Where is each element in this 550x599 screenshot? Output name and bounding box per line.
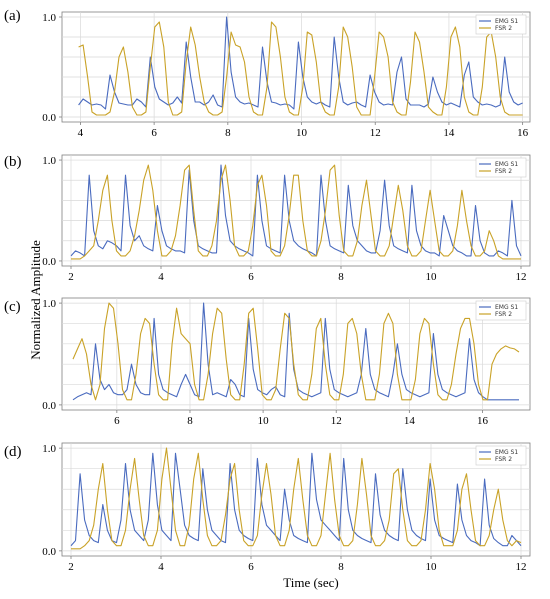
panel-b-series-emg-s1 [70,164,522,257]
panel-d-xtick-label: 6 [248,561,254,573]
panel-a-series-fsr-2 [78,21,523,116]
panel-d-legend-box [475,445,527,466]
panel-a-legend-box [475,14,527,35]
panel-a-legend-label-fsr-2: FSR 2 [495,25,512,32]
panel-a-xtick-label: 4 [78,127,84,139]
panel-d-ytick-label: 1.0 [42,443,56,455]
panel-d-xtick-label: 10 [426,561,438,573]
panel-b-xtick-label: 12 [516,271,527,283]
panel-b-plot-area [61,154,531,267]
panel-c-legend-label-emg-s1: EMG S1 [495,304,518,311]
panel-c-label: (c) [4,299,21,315]
panel-c-legend-label-fsr-2: FSR 2 [495,311,512,318]
panel-d-legend-label-emg-s1: EMG S1 [495,449,518,456]
panel-d-ytick-label: 0.0 [42,546,56,558]
panel-d-xtick-label: 12 [516,561,527,573]
panel-a-label: (a) [4,8,21,24]
panel-b-xtick-label: 2 [68,271,74,283]
panel-b-xtick-label: 6 [248,271,254,283]
y-axis-label: Normalized Amplitude [28,240,43,360]
panel-a-xtick-label: 8 [225,127,231,139]
panel-a-ytick-label: 0.0 [42,112,56,124]
panel-b-legend-box [475,157,527,178]
panel-d-label: (d) [4,444,22,460]
panel-c-xtick-label: 16 [477,415,489,427]
panel-b-xtick-label: 8 [338,271,344,283]
panel-c-ytick-label: 1.0 [42,298,56,310]
panel-a-xtick-label: 14 [443,127,455,139]
panel-c-xtick-label: 6 [114,415,120,427]
panel-b-legend-label-emg-s1: EMG S1 [495,161,518,168]
panel-b-series-fsr-2 [71,164,521,260]
panel-b-xtick-label: 4 [158,271,164,283]
panel-a-xtick-label: 16 [517,127,529,139]
panel-c-legend-box [475,300,527,321]
panel-c-series-fsr-2 [72,302,520,401]
panel-c-ytick-label: 0.0 [42,400,56,412]
panel-d-xtick-label: 2 [68,561,74,573]
panel-b-ytick-label: 1.0 [42,155,56,167]
panel-c-xtick-label: 12 [331,415,342,427]
panel-b-ytick-label: 0.0 [42,256,56,268]
panel-c-xtick-label: 8 [187,415,193,427]
panel-c-xtick-label: 10 [258,415,270,427]
panel-d-series-emg-s1 [70,452,522,547]
panel-a-xtick-label: 12 [370,127,381,139]
panel-d-xtick-label: 4 [158,561,164,573]
panel-a-legend-label-emg-s1: EMG S1 [495,18,518,25]
panel-a-xtick-label: 6 [151,127,157,139]
panel-a-xtick-label: 10 [296,127,308,139]
panel-a-series-emg-s1 [78,16,523,110]
panel-a-ytick-label: 1.0 [42,12,56,24]
panel-d-series-fsr-2 [71,447,522,550]
panel-b-label: (b) [4,154,22,170]
panel-d-legend-label-fsr-2: FSR 2 [495,456,512,463]
panel-c-xtick-label: 14 [404,415,416,427]
panel-b-legend-label-fsr-2: FSR 2 [495,168,512,175]
x-axis-label: Time (sec) [283,575,339,590]
panel-b-xtick-label: 10 [426,271,438,283]
panel-d-xtick-label: 8 [338,561,344,573]
